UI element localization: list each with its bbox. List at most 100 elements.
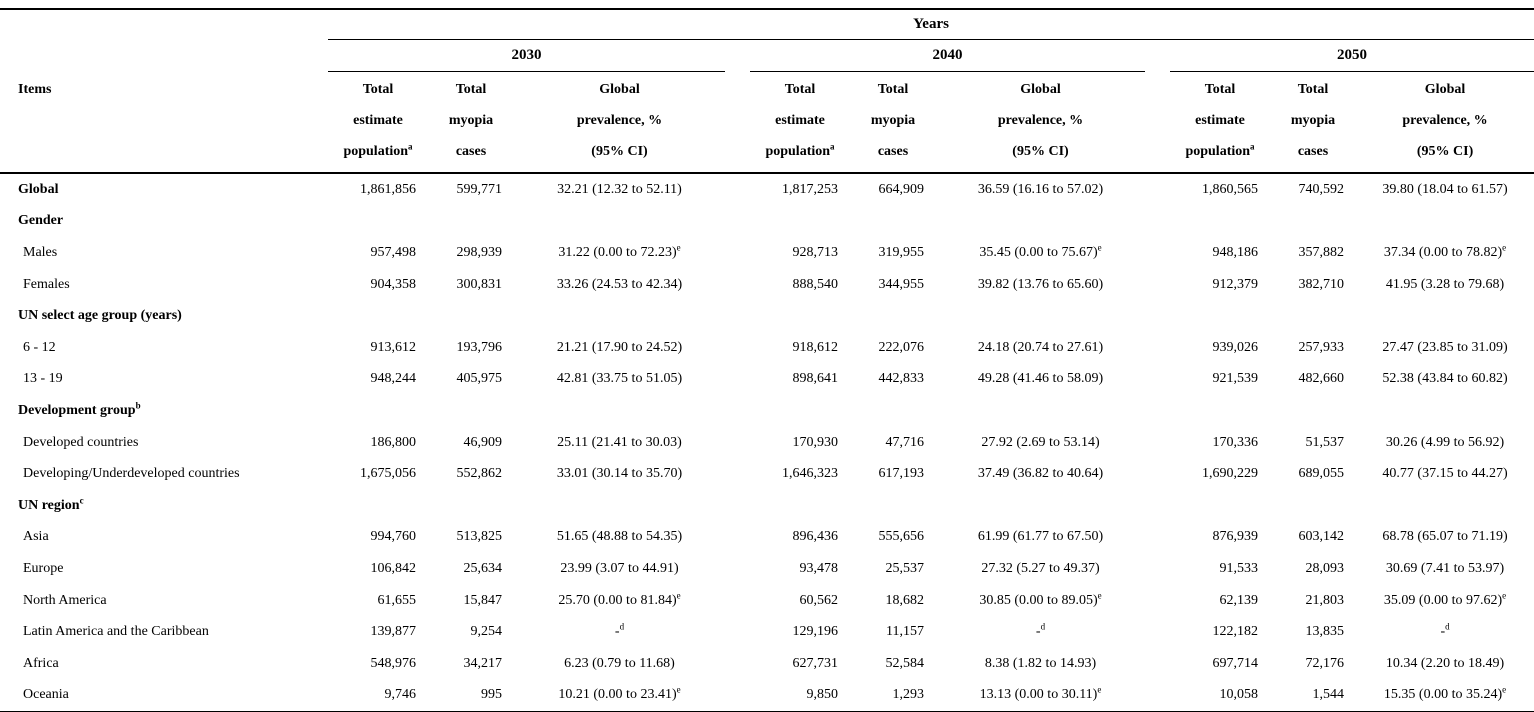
group-spacer <box>725 364 750 396</box>
header-line: cases <box>455 144 487 159</box>
cases-cell: 664,909 <box>878 181 925 197</box>
cases-cell <box>850 206 936 238</box>
year-labels-row: 2030 2040 2050 <box>0 39 1534 72</box>
prevalence-cell: 61.99 (61.77 to 67.50) <box>977 529 1104 545</box>
cases-cell <box>1270 300 1356 332</box>
year-label-2030: 2030 <box>328 39 725 72</box>
group-spacer <box>725 585 750 617</box>
table-row: Global 1,861,856 599,771 32.21 (12.32 to 52… <box>0 173 1534 206</box>
prevalence-cell: 10.21 (0.00 to 23.41)e <box>558 684 681 703</box>
population-cell: 904,358 <box>370 276 417 292</box>
cases-cell: 1,544 <box>1312 687 1345 703</box>
prevalence-cell: 31.22 (0.00 to 72.23)e <box>558 242 681 260</box>
table-row: Europe 106,842 25,634 23.99 (3.07 to 44.91)… <box>0 553 1534 585</box>
prevalence-cell: 41.95 (3.28 to 79.68) <box>1385 276 1505 292</box>
row-label: Developed countries <box>23 434 139 450</box>
row-label: Asia <box>23 529 49 545</box>
population-cell <box>328 206 428 238</box>
table-row: Latin America and the Caribbean 139,877 9,… <box>0 616 1534 648</box>
header-line: estimate <box>1195 113 1245 128</box>
population-cell: 60,562 <box>799 592 839 608</box>
population-cell <box>750 206 850 238</box>
cases-cell <box>428 490 514 522</box>
header-line: populationa <box>343 141 413 159</box>
group-spacer <box>725 553 750 585</box>
prevalence-cell: 13.13 (0.00 to 30.11)e <box>979 684 1102 703</box>
population-cell: 928,713 <box>792 244 839 260</box>
cases-cell: 21,803 <box>1305 592 1345 608</box>
prevalence-cell: 32.21 (12.32 to 52.11) <box>557 181 682 197</box>
header-line: prevalence, % <box>576 113 663 128</box>
population-cell: 1,860,565 <box>1202 181 1258 197</box>
row-label: Africa <box>23 655 59 671</box>
cases-cell <box>1270 490 1356 522</box>
prevalence-cell: 27.47 (23.85 to 31.09) <box>1382 339 1508 355</box>
group-spacer <box>725 40 750 72</box>
superscript-e: e <box>1097 589 1102 600</box>
cases-cell: 405,975 <box>456 371 503 387</box>
prevalence-cell: 6.23 (0.79 to 11.68) <box>564 655 675 671</box>
header-line: myopia <box>1290 113 1336 128</box>
prevalence-cell <box>514 395 725 427</box>
table-body: Global 1,861,856 599,771 32.21 (12.32 to 52… <box>0 173 1534 712</box>
group-spacer <box>1145 648 1170 680</box>
header-line: myopia <box>870 113 916 128</box>
row-label: Development groupb <box>18 400 141 418</box>
cases-cell: 357,882 <box>1298 244 1345 260</box>
header-line: (95% CI) <box>591 144 648 159</box>
table-row: Asia 994,760 513,825 51.65 (48.88 to 54.35)… <box>0 522 1534 554</box>
year-label-2040: 2040 <box>750 39 1145 72</box>
table-row: Males 957,498 298,939 31.22 (0.00 to 72.23)… <box>0 237 1534 269</box>
cases-cell: 482,660 <box>1298 371 1345 387</box>
superscript-b: b <box>135 400 141 411</box>
prevalence-cell: -d <box>1440 621 1450 640</box>
prevalence-cell <box>936 206 1145 238</box>
population-cell <box>328 300 428 332</box>
header-line: Global <box>599 82 640 97</box>
population-cell <box>750 490 850 522</box>
row-label: Developing/Underdeveloped countries <box>23 466 240 482</box>
group-spacer <box>1145 553 1170 585</box>
group-spacer <box>725 395 750 427</box>
superscript-e: e <box>1097 242 1102 253</box>
prevalence-cell: 37.34 (0.00 to 78.82)e <box>1383 242 1507 260</box>
group-spacer <box>725 680 750 712</box>
table-row: 13 - 19 948,244 405,975 42.81 (33.75 to 51.… <box>0 364 1534 396</box>
prevalence-cell: 40.77 (37.15 to 44.27) <box>1382 466 1508 482</box>
table-row: Females 904,358 300,831 33.26 (24.53 to 42.… <box>0 269 1534 301</box>
cases-cell: 52,584 <box>885 655 925 671</box>
table-row: Africa 548,976 34,217 6.23 (0.79 to 11.68) 6… <box>0 648 1534 680</box>
superscript-a: a <box>1250 141 1255 152</box>
cases-header-2050: Total myopia cases <box>1270 71 1356 174</box>
population-cell <box>750 300 850 332</box>
group-spacer <box>1145 680 1170 712</box>
prevalence-cell: 8.38 (1.82 to 14.93) <box>984 655 1097 671</box>
group-spacer <box>725 71 750 174</box>
prevalence-cell <box>936 300 1145 332</box>
table-row: Developing/Underdeveloped countries 1,675… <box>0 458 1534 490</box>
group-spacer <box>1145 585 1170 617</box>
prevalence-cell: 39.80 (18.04 to 61.57) <box>1382 181 1508 197</box>
cases-cell: 222,076 <box>878 339 925 355</box>
cases-cell: 28,093 <box>1305 560 1345 576</box>
population-cell: 93,478 <box>799 560 839 576</box>
header-line: (95% CI) <box>1012 144 1069 159</box>
population-cell: 170,336 <box>1212 434 1259 450</box>
group-spacer <box>1145 173 1170 206</box>
table-row: 6 - 12 913,612 193,796 21.21 (17.90 to 24.5… <box>0 332 1534 364</box>
prevalence-cell <box>514 206 725 238</box>
row-label: North America <box>23 592 107 608</box>
population-cell: 91,533 <box>1219 560 1259 576</box>
items-header: Items <box>0 71 328 174</box>
prevalence-cell: -d <box>614 621 625 640</box>
row-label: Males <box>23 244 58 260</box>
group-spacer <box>1145 616 1170 648</box>
superscript-c: c <box>79 495 84 506</box>
population-cell: 898,641 <box>792 371 839 387</box>
population-cell: 1,690,229 <box>1202 466 1258 482</box>
header-line: estimate <box>775 113 825 128</box>
population-cell: 9,850 <box>806 687 839 703</box>
group-spacer <box>725 458 750 490</box>
prevalence-cell: 25.70 (0.00 to 81.84)e <box>558 589 681 608</box>
row-label: Gender <box>18 213 64 229</box>
